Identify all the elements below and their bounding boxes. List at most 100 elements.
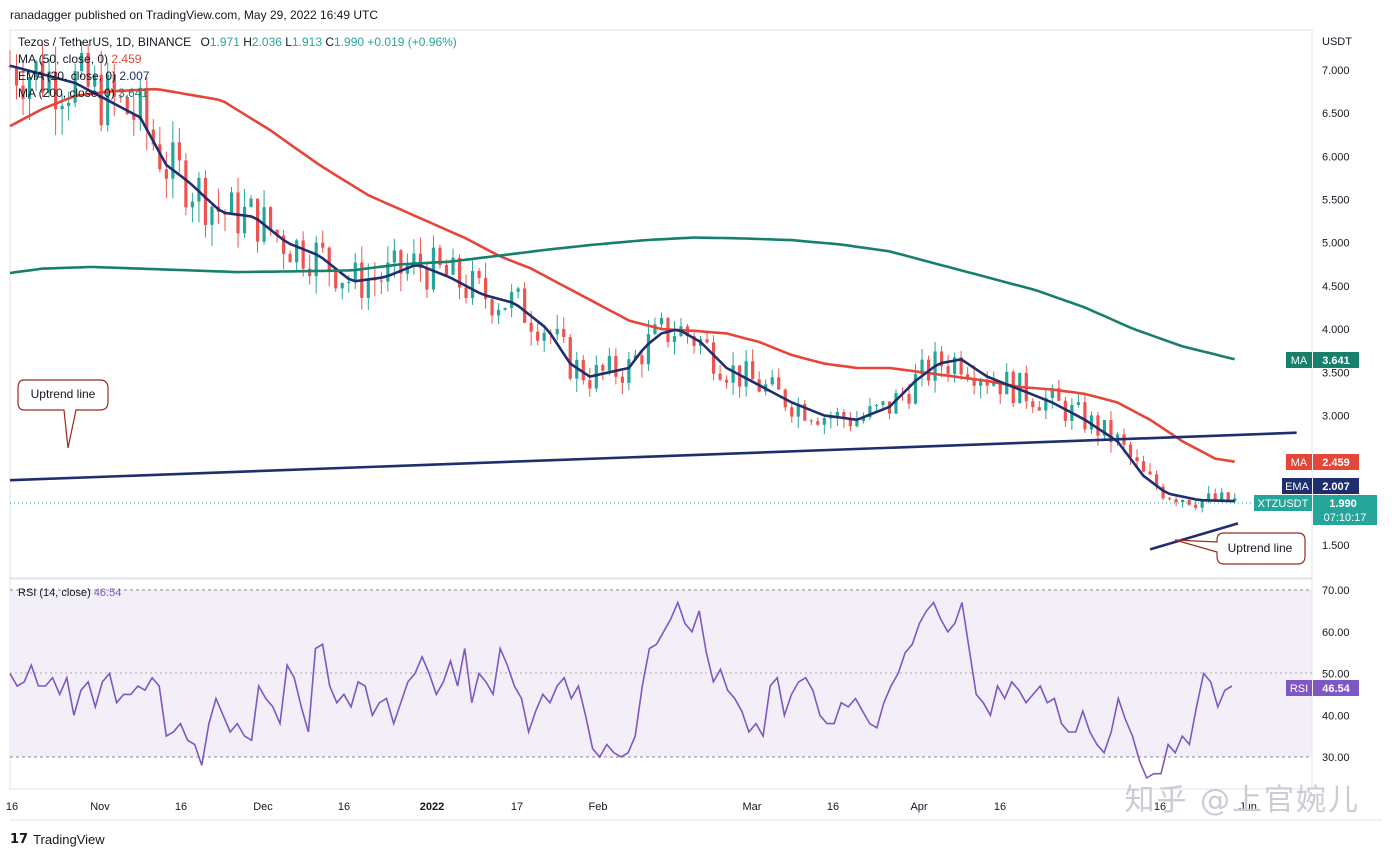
time-tick-label: 16 xyxy=(6,801,18,813)
candle-body xyxy=(334,270,338,289)
candle-body xyxy=(881,401,885,405)
candle-body xyxy=(659,317,664,325)
candle-body xyxy=(894,393,898,414)
candle-body xyxy=(464,287,468,299)
candle-body xyxy=(1174,499,1178,503)
candle-body xyxy=(203,177,208,225)
candle-body xyxy=(953,357,957,374)
ohlc-high: 2.036 xyxy=(251,35,282,49)
candle-body xyxy=(692,336,696,346)
candle-body xyxy=(992,382,996,386)
tradingview-logo[interactable]: 𝟭𝟳 TradingView xyxy=(10,831,105,847)
candle-body xyxy=(711,342,716,374)
price-tick-label: 1.500 xyxy=(1322,540,1350,552)
badge-ema20-value: 2.007 xyxy=(1322,481,1350,493)
candle-body xyxy=(555,328,559,335)
candle-body xyxy=(959,357,963,375)
rsi-tick-label: 70.00 xyxy=(1322,585,1350,597)
candle-body xyxy=(457,257,462,288)
badge-price-symbol: XTZUSDT xyxy=(1258,498,1309,510)
candle-body xyxy=(1057,388,1061,401)
ohlc-c-label: C xyxy=(325,35,335,49)
candle-body xyxy=(718,373,722,380)
candle-body xyxy=(314,242,318,277)
candle-body xyxy=(601,364,605,371)
ma200-line xyxy=(9,236,1236,361)
indicator-ma200[interactable]: MA (200, close, 0) 3.641 xyxy=(18,86,148,100)
time-tick-label: 16 xyxy=(175,801,187,813)
candle-body xyxy=(907,393,911,404)
candle-body xyxy=(1031,401,1035,408)
candle-body xyxy=(751,361,755,380)
time-tick-label: Mar xyxy=(743,801,762,813)
rsi-legend[interactable]: RSI (14, close) 46.54 xyxy=(18,587,121,599)
candle-body xyxy=(229,192,234,215)
badge-ma200: MA 3.641 xyxy=(1286,352,1359,368)
candle-body xyxy=(282,235,286,254)
candle-body xyxy=(438,247,442,266)
price-tick-label: 7.000 xyxy=(1322,65,1350,77)
candle-body xyxy=(588,380,592,389)
candle-body xyxy=(1148,471,1152,475)
indicator-ema20-value: 2.007 xyxy=(119,69,150,83)
badge-rsi-name: RSI xyxy=(1290,683,1308,695)
indicator-ma50[interactable]: MA (50, close, 0) 2.459 xyxy=(18,52,141,66)
ohlc-low: 1.913 xyxy=(291,35,323,49)
candle-body xyxy=(327,247,331,271)
candle-body xyxy=(640,355,644,365)
indicator-ema20[interactable]: EMA (20, close, 0) 2.007 xyxy=(18,69,149,83)
time-tick-label: 16 xyxy=(338,801,350,813)
badge-ma50-value: 2.459 xyxy=(1322,457,1350,469)
candle-body xyxy=(93,74,97,87)
candle-body xyxy=(242,206,247,234)
candle-body xyxy=(67,102,71,106)
candle-body xyxy=(177,142,181,161)
candle-body xyxy=(340,283,344,289)
rsi-line xyxy=(9,600,1233,780)
candle-body xyxy=(979,381,983,386)
ohlc-h-label: H xyxy=(243,35,252,49)
badge-ema20: EMA 2.007 xyxy=(1282,478,1359,494)
price-tick-label: 5.500 xyxy=(1322,195,1350,207)
candle-body xyxy=(796,404,800,417)
candle-body xyxy=(1233,498,1237,502)
candle-body xyxy=(777,377,781,390)
candle-body xyxy=(1161,486,1165,499)
candle-body xyxy=(913,374,918,404)
rsi-tick-label: 60.00 xyxy=(1322,627,1350,639)
callout-uptrend-right: Uptrend line xyxy=(1174,532,1306,565)
candle-body xyxy=(855,420,859,427)
candle-body xyxy=(861,417,866,421)
candle-body xyxy=(470,270,475,299)
watermark: 知乎 @上官婉儿 xyxy=(1124,783,1360,818)
candle-body xyxy=(503,308,507,310)
candle-body xyxy=(373,279,377,281)
candle-body xyxy=(60,105,64,110)
time-tick-label: 16 xyxy=(827,801,839,813)
axis-ticks-layer: 7.000 6.500 6.000 5.500 5.000 4.500 4.000 3.500… xyxy=(6,65,1350,813)
candle-body xyxy=(1207,493,1211,500)
candle-body xyxy=(972,378,976,386)
rsi-layer xyxy=(9,600,1233,780)
rsi-tick-label: 50.00 xyxy=(1322,669,1350,681)
price-tick-label: 5.000 xyxy=(1322,238,1350,250)
badge-ema20-name: EMA xyxy=(1285,481,1310,493)
candle-body xyxy=(405,265,409,274)
candle-body xyxy=(353,262,357,282)
candle-body xyxy=(614,355,618,377)
candle-body xyxy=(581,359,585,381)
candle-body xyxy=(301,240,305,269)
candle-body xyxy=(510,291,514,309)
time-tick-label: 16 xyxy=(1154,801,1166,813)
badge-ma50-name: MA xyxy=(1291,457,1308,469)
price-tick-label: 3.500 xyxy=(1322,367,1350,379)
candle-body xyxy=(249,198,253,207)
candle-body xyxy=(386,262,390,282)
candle-body xyxy=(920,359,924,375)
candle-body xyxy=(868,406,872,418)
tradingview-logo-text: TradingView xyxy=(33,831,105,847)
candle-body xyxy=(86,52,90,87)
candle-body xyxy=(1220,492,1224,501)
candle-body xyxy=(842,412,846,420)
